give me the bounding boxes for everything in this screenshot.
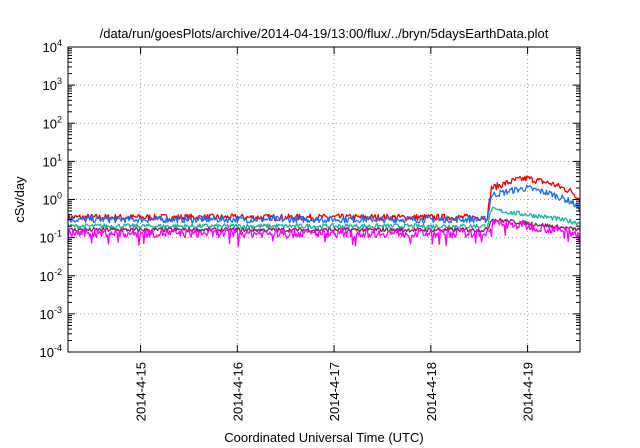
tick-marks (68, 46, 580, 353)
y-tick-labels: 10-4 10-3 10-2 10-1 100 101 102 103 104 (40, 38, 62, 360)
y-tick-label: 10-4 (40, 343, 62, 360)
y-axis-label: cSv/day (12, 176, 27, 223)
series-line (67, 175, 581, 222)
x-tick-label: 2014-4-18 (424, 362, 439, 421)
x-tick-label: 2014-4-19 (521, 362, 536, 421)
x-axis-label: Coordinated Universal Time (UTC) (224, 430, 423, 445)
series-group (67, 175, 581, 248)
y-tick-label: 10-3 (40, 305, 62, 322)
x-tick-label: 2014-4-17 (327, 362, 342, 421)
x-tick-label: 2014-4-16 (230, 362, 245, 421)
series-line (67, 218, 581, 248)
series-line (67, 184, 581, 224)
y-tick-label: 103 (43, 76, 62, 93)
y-tick-label: 100 (43, 191, 62, 208)
y-tick-label: 104 (43, 38, 62, 55)
series-line (67, 217, 581, 233)
chart-title: /data/run/goesPlots/archive/2014-04-19/1… (100, 26, 549, 41)
y-tick-label: 102 (43, 114, 62, 131)
series-line (67, 206, 581, 230)
x-tick-labels: 2014-4-15 2014-4-16 2014-4-17 2014-4-18 2014… (134, 362, 536, 421)
x-tick-label: 2014-4-15 (134, 362, 149, 421)
y-tick-label: 101 (43, 152, 62, 169)
y-tick-label: 10-1 (40, 229, 62, 246)
y-tick-label: 10-2 (40, 267, 62, 284)
grid (68, 47, 580, 352)
